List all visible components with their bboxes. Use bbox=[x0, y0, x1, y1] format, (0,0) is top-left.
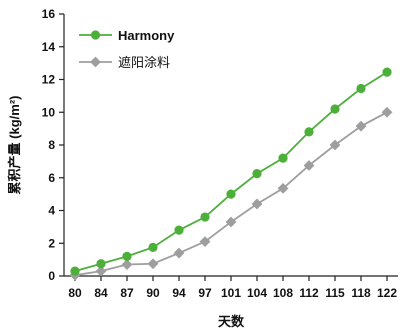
data-point-shade-coating bbox=[251, 198, 263, 210]
x-tick-label: 104 bbox=[247, 286, 267, 300]
series-group bbox=[69, 67, 393, 281]
data-point-harmony bbox=[304, 127, 314, 137]
legend-marker-shade-coating bbox=[90, 56, 101, 68]
x-tick-label: 90 bbox=[146, 286, 160, 300]
x-ticks: 80 84 87 90 94 97 101 104 108 112 115 118 122 bbox=[68, 276, 397, 300]
data-point-harmony bbox=[200, 212, 210, 222]
x-tick-label: 97 bbox=[198, 286, 212, 300]
x-tick-label: 115 bbox=[325, 286, 345, 300]
x-tick-label: 84 bbox=[94, 286, 108, 300]
data-point-shade-coating bbox=[303, 160, 315, 171]
y-tick-label: 6 bbox=[48, 171, 55, 185]
x-tick-label: 118 bbox=[351, 286, 371, 300]
y-tick-label: 8 bbox=[48, 138, 55, 152]
data-point-shade-coating bbox=[225, 216, 237, 228]
legend-marker-harmony bbox=[90, 30, 101, 40]
y-tick-label: 10 bbox=[42, 105, 56, 119]
data-point-shade-coating bbox=[147, 258, 159, 270]
legend-label-harmony: Harmony bbox=[118, 28, 175, 43]
series-shade-coating bbox=[69, 106, 393, 281]
data-point-harmony bbox=[122, 251, 132, 261]
data-point-harmony bbox=[330, 104, 340, 114]
data-point-harmony bbox=[96, 259, 106, 269]
x-tick-label: 112 bbox=[299, 286, 319, 300]
x-tick-label: 122 bbox=[377, 286, 397, 300]
y-tick-label: 14 bbox=[42, 40, 56, 54]
y-tick-label: 16 bbox=[42, 7, 56, 21]
x-tick-label: 94 bbox=[172, 286, 186, 300]
data-point-harmony bbox=[278, 153, 288, 163]
data-point-harmony bbox=[252, 169, 262, 179]
legend-item-harmony: Harmony bbox=[79, 28, 175, 43]
x-tick-label: 87 bbox=[120, 286, 134, 300]
legend-item-shade-coating: 遮阳涂料 bbox=[79, 55, 170, 70]
legend: Harmony 遮阳涂料 bbox=[79, 28, 175, 70]
y-axis-title: 累积产量 (kg/m²) bbox=[7, 96, 22, 195]
data-point-harmony bbox=[70, 266, 80, 276]
x-tick-label: 108 bbox=[273, 286, 293, 300]
series-harmony bbox=[70, 67, 392, 276]
x-tick-label: 80 bbox=[68, 286, 82, 300]
data-point-harmony bbox=[356, 83, 366, 94]
data-point-harmony bbox=[382, 67, 392, 77]
axes bbox=[63, 14, 398, 277]
y-axis-title-group: 累积产量 (kg/m²) bbox=[7, 96, 22, 195]
x-axis-title: 天数 bbox=[218, 314, 245, 329]
data-point-shade-coating bbox=[381, 106, 393, 118]
data-point-harmony bbox=[226, 189, 236, 199]
y-ticks: 0 2 4 6 8 10 12 14 16 bbox=[42, 7, 64, 283]
series-line-harmony bbox=[74, 71, 388, 272]
data-point-shade-coating bbox=[199, 236, 211, 248]
data-point-harmony bbox=[148, 242, 158, 252]
data-point-shade-coating bbox=[329, 139, 341, 151]
legend-label-shade-coating: 遮阳涂料 bbox=[118, 55, 170, 70]
y-tick-label: 2 bbox=[48, 236, 55, 250]
data-point-shade-coating bbox=[173, 247, 185, 259]
data-point-shade-coating bbox=[95, 265, 107, 277]
y-tick-label: 4 bbox=[48, 204, 55, 218]
y-tick-label: 12 bbox=[42, 73, 56, 87]
data-point-shade-coating bbox=[121, 259, 133, 270]
data-point-shade-coating bbox=[277, 182, 289, 194]
x-tick-label: 101 bbox=[221, 286, 241, 300]
data-point-harmony bbox=[174, 225, 184, 235]
y-tick-label: 0 bbox=[48, 269, 55, 283]
data-point-shade-coating bbox=[355, 120, 367, 132]
